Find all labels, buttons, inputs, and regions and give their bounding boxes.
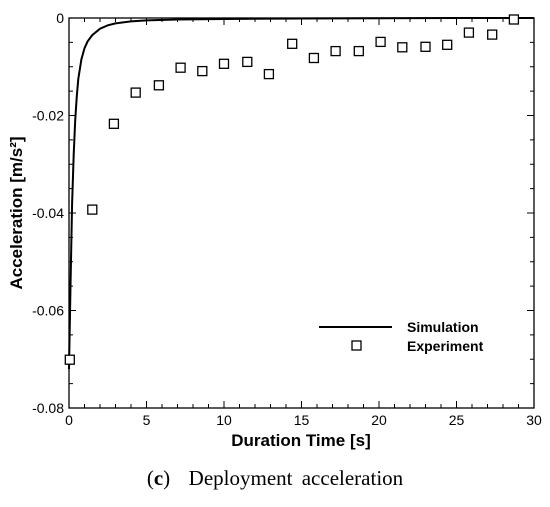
experiment-point [487,29,498,40]
experiment-point [130,87,141,98]
experiment-point [397,42,408,53]
experiment-point [442,39,453,50]
x-tick-label: 25 [449,412,465,428]
y-tick-label: -0.04 [32,205,64,221]
x-tick-label: 15 [294,412,310,428]
experiment-point [375,36,386,48]
y-tick-label: -0.08 [32,400,64,416]
y-tick-label: -0.06 [32,303,64,319]
legend: Simulation Experiment [319,319,484,354]
x-tick-label: 20 [371,412,387,428]
legend-simulation-label: Simulation [407,319,479,335]
legend-experiment-marker [351,340,362,351]
experiment-point [197,65,208,77]
y-axis-title: Acceleration [m/s²] [7,136,26,289]
experiment-point [242,56,253,68]
x-tick-label: 0 [65,412,73,428]
experiment-point [263,68,275,80]
experiment-point [175,62,186,73]
x-tick-label: 10 [216,412,232,428]
experiment-point [353,45,364,57]
experiment-point [87,204,98,215]
experiment-point [508,14,520,25]
experiment-point [330,45,341,57]
x-tick-label: 30 [526,412,542,428]
y-tick-label: 0 [56,10,64,26]
experiment-point [287,38,298,49]
experiment-point [218,58,230,69]
chart: 0 5 10 15 20 25 30 0 -0.02 -0.04 -0.06 -0.08 Durati… [7,10,542,450]
experiment-point [463,27,475,38]
x-tick-label: 5 [143,412,151,428]
legend-experiment-label: Experiment [407,338,484,354]
experiment-point [420,41,431,52]
tick-group: 0 5 10 15 20 25 30 0 -0.02 -0.04 -0.06 -0.08 [32,10,542,428]
experiment-point [108,118,120,129]
caption-text: Deployment acceleration [188,466,404,490]
caption-letter: c [153,466,164,490]
y-tick-label: -0.02 [32,108,64,124]
experiment-point [308,52,320,64]
experiment-point [153,80,165,91]
series-simulation [68,17,534,370]
experiment-point [64,354,75,365]
x-axis-title: Duration Time [s] [231,431,370,450]
simulation-line [68,17,534,370]
figure-caption: (c) Deployment acceleration [146,466,404,490]
series-experiment [64,14,520,365]
